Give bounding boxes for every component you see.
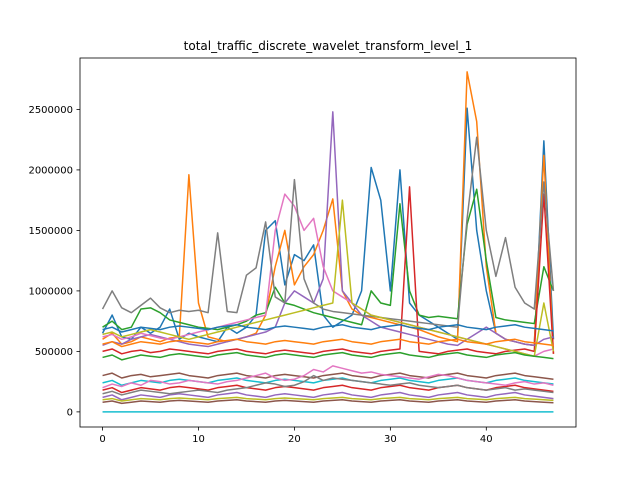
x-tick-label: 20 bbox=[288, 434, 301, 445]
series-line-18 bbox=[102, 396, 554, 402]
x-tick-label: 40 bbox=[480, 434, 493, 445]
series-line-8 bbox=[102, 199, 555, 357]
series-line-16 bbox=[102, 365, 554, 389]
series-layer bbox=[101, 71, 555, 413]
plot-frame bbox=[79, 57, 577, 428]
series-line-7 bbox=[101, 136, 555, 328]
series-line-5 bbox=[102, 372, 554, 380]
y-tick-label: 2000000 bbox=[28, 165, 73, 176]
series-line-3 bbox=[102, 186, 555, 355]
series-line-0 bbox=[101, 107, 555, 347]
series-line-14 bbox=[102, 391, 554, 401]
series-line-10 bbox=[102, 324, 554, 333]
axes-layer: 0 10 20 30 40 0 500000 1000000 1500000 2000000 250… bbox=[28, 57, 577, 445]
series-line-2 bbox=[102, 188, 555, 331]
y-tick-label: 500000 bbox=[35, 347, 73, 358]
x-tick-label: 0 bbox=[99, 434, 105, 445]
x-tick-label: 30 bbox=[384, 434, 397, 445]
y-tick-label: 1000000 bbox=[28, 286, 73, 297]
series-line-17 bbox=[102, 374, 554, 396]
chart-title: total_traffic_discrete_wavelet_transform… bbox=[184, 39, 473, 53]
x-tick-label: 10 bbox=[192, 434, 205, 445]
series-line-12 bbox=[102, 351, 554, 361]
series-line-11 bbox=[102, 338, 554, 348]
y-tick-label: 1500000 bbox=[28, 226, 73, 237]
series-line-15 bbox=[102, 399, 554, 405]
y-tick-label: 2500000 bbox=[28, 105, 73, 116]
y-tick-label: 0 bbox=[67, 407, 73, 418]
